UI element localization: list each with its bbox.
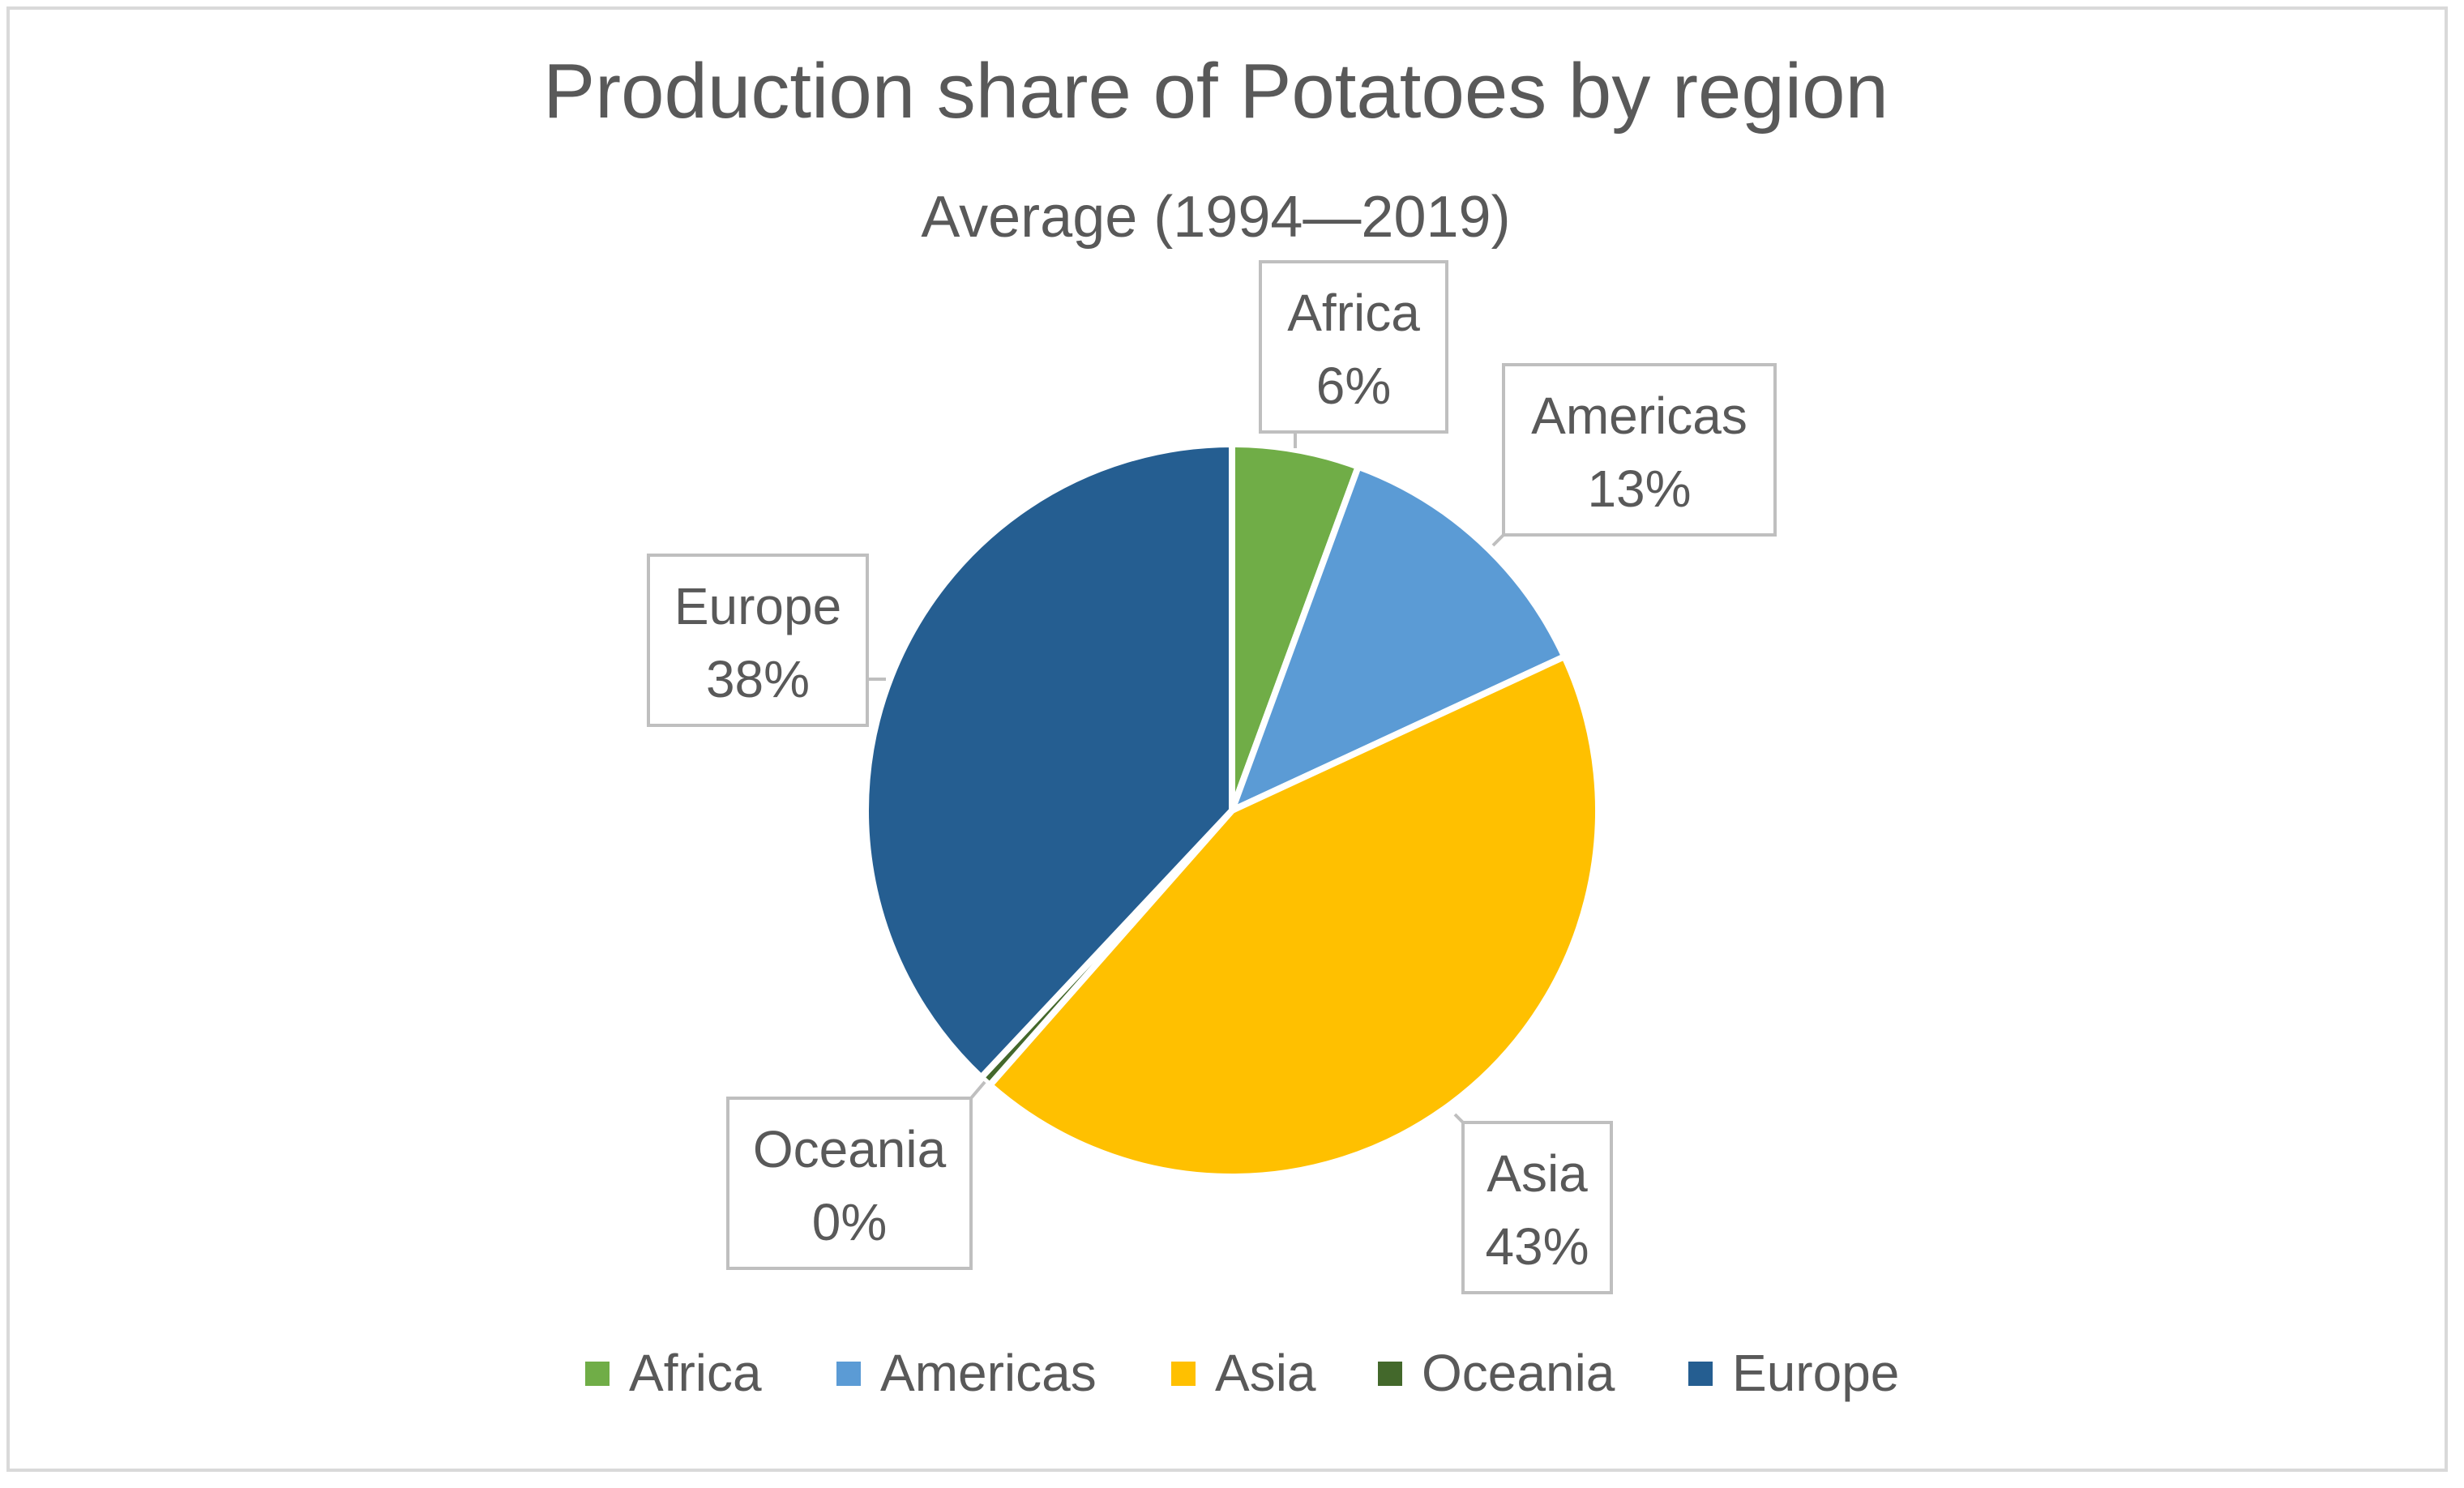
data-label-oceania: Oceania 0% <box>726 1080 986 1270</box>
pie-slice-asia <box>986 653 1602 1180</box>
legend-item-asia: Asia <box>1171 1344 1316 1402</box>
data-label-africa: Africa 6% <box>1259 260 1448 448</box>
data-label-leader-line <box>1491 533 1505 547</box>
data-label-percent: 6% <box>1316 357 1392 415</box>
data-label-category: Africa <box>1287 284 1420 342</box>
legend-swatch <box>836 1362 861 1386</box>
data-label-americas: Americas 13% <box>1491 363 1777 547</box>
legend-label: Africa <box>629 1344 762 1402</box>
data-label-percent: 38% <box>706 650 810 708</box>
chart-title: Production share of Potatoes by region <box>543 48 1889 135</box>
data-label-leader-line <box>1453 1113 1465 1124</box>
data-label-box <box>1461 1121 1613 1294</box>
legend-item-americas: Americas <box>836 1344 1097 1402</box>
data-label-box <box>1259 260 1448 434</box>
legend-label: Asia <box>1215 1344 1316 1402</box>
data-label-percent: 13% <box>1587 460 1691 518</box>
legend-label: Americas <box>880 1344 1097 1402</box>
data-label-callouts: Africa 6% Americas 13% Asia 43% Oceania 0% Europ… <box>647 260 1777 1294</box>
legend-swatch <box>1171 1362 1196 1386</box>
legend-item-europe: Europe <box>1688 1344 1899 1402</box>
data-label-category: Europe <box>674 577 841 635</box>
chart-subtitle: Average (1994—2019) <box>921 185 1510 250</box>
data-label-asia: Asia 43% <box>1453 1113 1613 1294</box>
data-label-category: Americas <box>1531 387 1747 445</box>
pie-slices <box>862 441 1602 1180</box>
legend-swatch <box>1378 1362 1402 1386</box>
data-label-box <box>1502 363 1777 537</box>
data-label-europe: Europe 38% <box>647 554 886 727</box>
legend-swatch <box>585 1362 610 1386</box>
legend-swatch <box>1688 1362 1713 1386</box>
legend-item-africa: Africa <box>585 1344 762 1402</box>
pie-slice-americas <box>1229 463 1568 814</box>
data-label-percent: 0% <box>812 1193 888 1251</box>
pie-slice-europe <box>862 441 1235 1081</box>
data-label-box <box>647 554 869 727</box>
legend: Africa Americas Asia Oceania Europe <box>585 1344 1899 1402</box>
legend-label: Europe <box>1732 1344 1899 1402</box>
legend-item-oceania: Oceania <box>1378 1344 1615 1402</box>
data-label-leader-line <box>969 1080 986 1100</box>
data-label-percent: 43% <box>1485 1217 1589 1276</box>
legend-label: Oceania <box>1422 1344 1615 1402</box>
data-label-category: Oceania <box>753 1120 947 1178</box>
data-label-category: Asia <box>1487 1144 1588 1203</box>
data-label-box <box>726 1097 973 1270</box>
